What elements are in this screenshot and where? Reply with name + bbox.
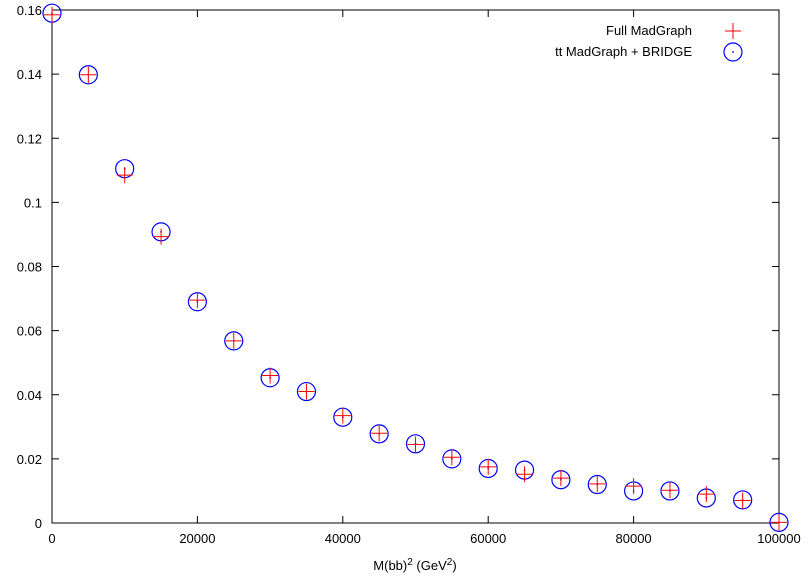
data-point-full-madgraph: [153, 228, 170, 245]
data-point-full-madgraph: [407, 436, 424, 453]
x-tick-label: 60000: [470, 531, 506, 546]
data-point-full-madgraph: [480, 458, 497, 475]
y-tick-label: 0.12: [17, 131, 42, 146]
data-point-full-madgraph: [698, 486, 715, 503]
data-series: [42, 3, 789, 532]
data-point-full-madgraph: [189, 292, 206, 309]
data-point-full-madgraph: [625, 478, 642, 495]
legend-label-tt-madgraph-bridge: tt MadGraph + BRIDGE: [555, 44, 692, 59]
x-axis-title-sup1: 2: [407, 557, 413, 568]
y-tick-label: 0.08: [17, 260, 42, 275]
legend-label-full-madgraph: Full MadGraph: [606, 23, 692, 38]
x-tick-label: 100000: [757, 531, 800, 546]
x-axis-title-base: M(bb): [373, 558, 407, 573]
series-0: [44, 6, 787, 531]
y-tick-label: 0.16: [17, 3, 42, 18]
data-point-full-madgraph: [734, 492, 751, 509]
legend-marker-full-madgraph: [725, 23, 741, 39]
y-tick-label: 0.04: [17, 388, 42, 403]
x-tick-label: 0: [48, 531, 55, 546]
data-point-full-madgraph: [371, 425, 388, 442]
x-axis-title-mid: (GeV: [413, 558, 447, 573]
data-point-full-madgraph: [44, 6, 60, 23]
legend: Full MadGraph tt MadGraph + BRIDGE: [555, 23, 743, 62]
legend-circle-marker: [723, 42, 743, 62]
data-point-full-madgraph: [298, 383, 315, 400]
data-point-full-madgraph: [443, 449, 460, 466]
data-point-full-madgraph: [225, 332, 242, 349]
data-point-full-madgraph: [552, 470, 569, 487]
y-tick-label: 0.1: [24, 195, 42, 210]
x-axis-title-sup2: 2: [447, 557, 453, 568]
data-point-full-madgraph: [334, 407, 351, 424]
data-point-full-madgraph: [516, 466, 533, 483]
x-axis-ticks: 0 20000 40000 60000 80000 100000: [48, 10, 801, 546]
legend-plus-marker: [725, 23, 741, 39]
data-point-full-madgraph: [80, 66, 97, 83]
y-tick-label: 0.02: [17, 452, 42, 467]
x-axis-title: M(bb)2 (GeV2): [373, 557, 456, 574]
y-tick-label: 0.06: [17, 324, 42, 339]
data-point-full-madgraph: [262, 367, 279, 384]
data-point-full-madgraph: [661, 482, 678, 499]
x-tick-label: 40000: [325, 531, 361, 546]
legend-marker-tt-madgraph-bridge: [723, 42, 743, 62]
y-tick-label: 0: [35, 516, 42, 531]
y-axis-ticks: 0 0.02 0.04 0.06 0.08 0.1 0.12 0.14 0.16: [17, 3, 779, 531]
data-point-full-madgraph: [116, 167, 133, 184]
x-tick-label: 80000: [616, 531, 652, 546]
data-point-full-madgraph: [771, 514, 787, 531]
y-tick-label: 0.14: [17, 67, 42, 82]
data-point-full-madgraph: [589, 475, 606, 492]
x-axis-title-end: ): [452, 558, 456, 573]
x-tick-label: 20000: [179, 531, 215, 546]
